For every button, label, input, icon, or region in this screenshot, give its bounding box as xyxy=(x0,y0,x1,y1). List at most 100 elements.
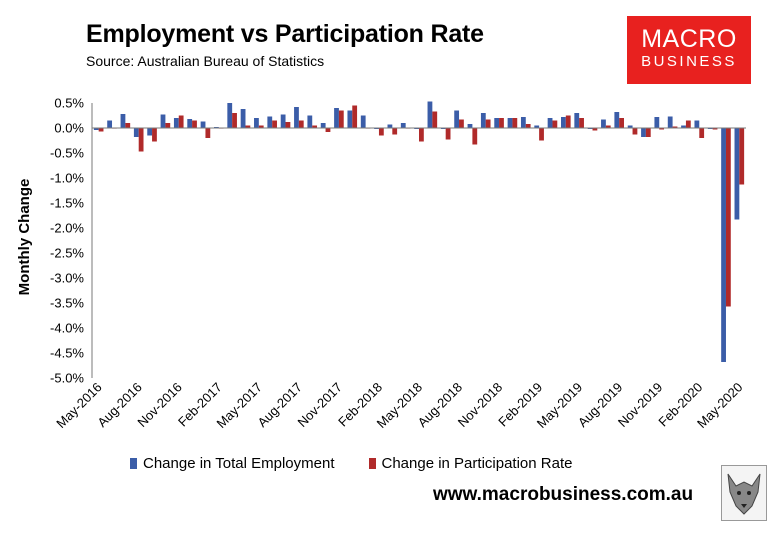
bar-participation-8 xyxy=(205,128,211,138)
bar-participation-27 xyxy=(459,119,464,128)
bar-participation-29 xyxy=(485,119,491,128)
bar-participation-46 xyxy=(712,128,718,130)
bar-employment-8 xyxy=(200,121,206,128)
y-tick-label-8: -3.5% xyxy=(50,296,84,311)
bar-employment-27 xyxy=(454,110,460,128)
bar-participation-45 xyxy=(699,128,705,138)
bar-employment-48 xyxy=(734,128,740,220)
bar-employment-30 xyxy=(494,118,500,128)
bar-employment-0 xyxy=(93,128,99,130)
bar-participation-0 xyxy=(98,128,104,132)
bar-employment-3 xyxy=(133,128,139,137)
legend-item-participation: Change in Participation Rate xyxy=(368,455,573,472)
bar-employment-47 xyxy=(721,128,726,362)
bar-employment-35 xyxy=(561,117,566,128)
bar-participation-28 xyxy=(472,128,478,145)
y-tick-labels: 0.5% 0.0% -0.5% -1.0% -1.5% -2.0% -2.5% -3.0% -3… xyxy=(50,96,84,386)
bar-employment-1 xyxy=(107,120,113,128)
bar-participation-25 xyxy=(432,111,438,128)
bar-participation-14 xyxy=(285,122,291,128)
bar-participation-12 xyxy=(258,125,264,128)
bar-participation-17 xyxy=(325,128,331,132)
bar-employment-33 xyxy=(534,125,540,128)
bar-employment-29 xyxy=(480,113,486,128)
bar-participation-21 xyxy=(378,128,384,136)
bar-participation-40 xyxy=(632,128,638,135)
bar-participation-18 xyxy=(338,110,344,128)
bar-participation-39 xyxy=(619,118,624,128)
bar-employment-14 xyxy=(280,114,286,128)
bar-employment-34 xyxy=(547,118,553,128)
legend-swatch-participation xyxy=(368,458,376,469)
bar-participation-36 xyxy=(579,118,584,128)
bar-participation-48 xyxy=(739,128,745,185)
y-tick-label-4: -1.5% xyxy=(50,196,84,211)
bar-participation-34 xyxy=(552,120,558,128)
bar-employment-7 xyxy=(187,119,193,128)
bar-employment-5 xyxy=(160,114,166,128)
bar-employment-2 xyxy=(120,114,126,128)
bar-employment-31 xyxy=(507,118,513,128)
bar-participation-30 xyxy=(499,118,504,128)
bar-employment-39 xyxy=(614,112,620,128)
y-axis-title: Monthly Change xyxy=(16,179,33,296)
bar-employment-25 xyxy=(427,101,433,128)
bar-participation-10 xyxy=(232,113,237,128)
chart-title: Employment vs Participation Rate xyxy=(86,20,484,48)
bar-employment-41 xyxy=(641,128,646,137)
legend-label-participation: Change in Participation Rate xyxy=(381,455,573,472)
bar-employment-23 xyxy=(400,123,406,128)
y-tick-label-11: -5.0% xyxy=(50,371,84,386)
bar-participation-42 xyxy=(659,128,665,130)
bar-participation-44 xyxy=(685,120,691,128)
bar-employment-6 xyxy=(173,118,179,128)
y-tick-label-6: -2.5% xyxy=(50,246,84,261)
bar-participation-4 xyxy=(152,128,157,142)
bar-participation-35 xyxy=(565,115,571,128)
bar-employment-19 xyxy=(347,110,353,128)
bar-participation-31 xyxy=(512,118,518,128)
legend-label-employment: Change in Total Employment xyxy=(143,455,335,472)
bar-employment-42 xyxy=(654,117,660,128)
x-tick-labels: May-2016Aug-2016Nov-2016Feb-2017May-2017… xyxy=(53,380,745,431)
bar-employment-38 xyxy=(601,119,606,128)
bar-participation-19 xyxy=(352,105,358,128)
bar-participation-22 xyxy=(392,128,398,135)
bar-employment-16 xyxy=(307,115,313,128)
bar-participation-16 xyxy=(312,125,318,128)
bar-employment-40 xyxy=(627,125,633,128)
bar-employment-17 xyxy=(320,123,326,128)
bar-employment-44 xyxy=(681,125,686,128)
bar-participation-15 xyxy=(298,120,304,128)
bar-participation-2 xyxy=(125,123,131,128)
website-url: www.macrobusiness.com.au xyxy=(433,484,694,505)
bar-participation-24 xyxy=(419,128,424,142)
bar-employment-43 xyxy=(667,116,673,128)
bar-participation-37 xyxy=(592,128,598,131)
bar-participation-13 xyxy=(272,120,277,128)
chart-source: Source: Australian Bureau of Statistics xyxy=(86,53,325,69)
y-tick-label-5: -2.0% xyxy=(50,221,84,236)
bar-employment-10 xyxy=(227,103,233,128)
bar-participation-33 xyxy=(539,128,544,141)
bar-employment-4 xyxy=(147,128,153,136)
bar-employment-11 xyxy=(240,109,246,128)
bar-participation-7 xyxy=(192,120,197,128)
bar-employment-20 xyxy=(360,115,366,128)
bar-participation-32 xyxy=(525,124,531,128)
bar-employment-36 xyxy=(574,113,580,128)
bar-participation-41 xyxy=(645,128,651,137)
y-tick-label-3: -1.0% xyxy=(50,171,84,186)
bar-participation-38 xyxy=(605,125,611,128)
bar-participation-6 xyxy=(178,115,184,128)
y-tick-label-7: -3.0% xyxy=(50,271,84,286)
legend-item-employment: Change in Total Employment xyxy=(130,455,335,472)
bar-participation-47 xyxy=(725,128,731,307)
bar-employment-15 xyxy=(294,107,299,128)
y-tick-label-10: -4.5% xyxy=(50,346,84,361)
logo-line-1: MACRO xyxy=(641,25,737,53)
chart-legend: Change in Total Employment Change in Par… xyxy=(130,455,572,472)
macrobusiness-logo: MACRO BUSINESS xyxy=(627,16,751,84)
y-tick-label-0: 0.5% xyxy=(54,96,84,111)
